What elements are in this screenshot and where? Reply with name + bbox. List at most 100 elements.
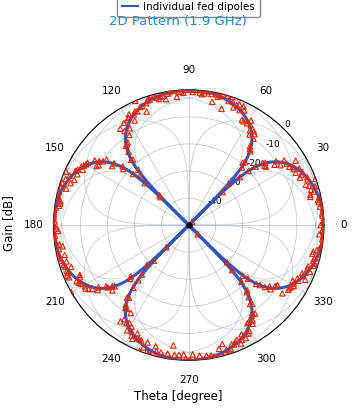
Point	[158, 93, 163, 100]
Point	[123, 304, 129, 311]
Point	[158, 349, 164, 356]
Point	[305, 263, 311, 270]
Point	[178, 88, 184, 95]
Point	[54, 192, 59, 199]
Point	[293, 157, 298, 164]
Point	[95, 287, 101, 294]
Point	[219, 341, 225, 347]
Point	[96, 162, 101, 169]
Point	[243, 335, 249, 342]
Point	[167, 354, 172, 361]
Point	[216, 354, 221, 360]
Point	[321, 215, 326, 221]
Point	[127, 132, 132, 138]
Point	[199, 91, 205, 97]
Point	[252, 131, 257, 138]
Point	[132, 117, 137, 124]
Legend: Single fed antenna, Individual fed dipoles: Single fed antenna, Individual fed dipol…	[117, 0, 260, 17]
Point	[249, 301, 255, 307]
Point	[139, 271, 145, 278]
Point	[319, 236, 325, 242]
Point	[131, 111, 137, 118]
Point	[246, 330, 251, 337]
Point	[126, 148, 131, 155]
Point	[148, 351, 153, 358]
Point	[171, 342, 176, 349]
Point	[64, 258, 69, 265]
Point	[226, 98, 231, 104]
Point	[320, 234, 326, 240]
Point	[89, 286, 95, 292]
Point	[96, 158, 102, 164]
Point	[267, 283, 272, 290]
Point	[247, 127, 253, 133]
Point	[54, 225, 60, 232]
Point	[129, 157, 134, 163]
Point	[137, 104, 143, 110]
Point	[76, 279, 82, 286]
Point	[320, 219, 326, 226]
Point	[299, 169, 305, 175]
Point	[56, 202, 62, 209]
Point	[117, 318, 123, 325]
Point	[137, 348, 142, 354]
Point	[165, 350, 171, 357]
Point	[316, 231, 322, 237]
Point	[62, 263, 68, 270]
Point	[290, 277, 295, 284]
Point	[287, 164, 292, 170]
Point	[308, 191, 313, 198]
Point	[247, 148, 253, 154]
Point	[312, 183, 318, 190]
Point	[51, 214, 57, 220]
Point	[51, 209, 57, 216]
Point	[278, 162, 283, 169]
Point	[320, 212, 325, 219]
Point	[317, 194, 323, 200]
Point	[220, 189, 225, 195]
Point	[73, 168, 78, 174]
Point	[163, 96, 169, 102]
Point	[211, 354, 216, 360]
Point	[274, 282, 280, 288]
Point	[262, 284, 268, 290]
Point	[135, 335, 140, 342]
Point	[319, 201, 325, 207]
Point	[126, 319, 132, 326]
Point	[224, 347, 229, 353]
Point	[245, 320, 250, 327]
Point	[124, 327, 130, 334]
Point	[178, 357, 184, 363]
Point	[206, 88, 212, 95]
Point	[59, 179, 65, 186]
Point	[162, 355, 167, 361]
Point	[126, 111, 132, 118]
Point	[56, 188, 62, 195]
Point	[287, 285, 292, 292]
Point	[148, 92, 153, 99]
Point	[244, 289, 250, 296]
Point	[167, 89, 172, 95]
Point	[103, 283, 109, 290]
Point	[51, 223, 56, 230]
Point	[143, 100, 149, 107]
Point	[249, 312, 255, 319]
Point	[85, 159, 90, 166]
Point	[197, 89, 203, 96]
Point	[303, 269, 309, 276]
Point	[189, 218, 195, 225]
Point	[176, 351, 182, 358]
Point	[229, 267, 235, 273]
Point	[52, 218, 57, 225]
Point	[144, 261, 150, 268]
Point	[237, 174, 243, 180]
Point	[214, 354, 219, 361]
Point	[230, 99, 236, 105]
Point	[303, 276, 308, 283]
Point	[314, 247, 320, 253]
Point	[145, 339, 151, 346]
Point	[295, 278, 301, 285]
Point	[293, 169, 299, 176]
Point	[208, 352, 214, 359]
Point	[120, 163, 125, 170]
